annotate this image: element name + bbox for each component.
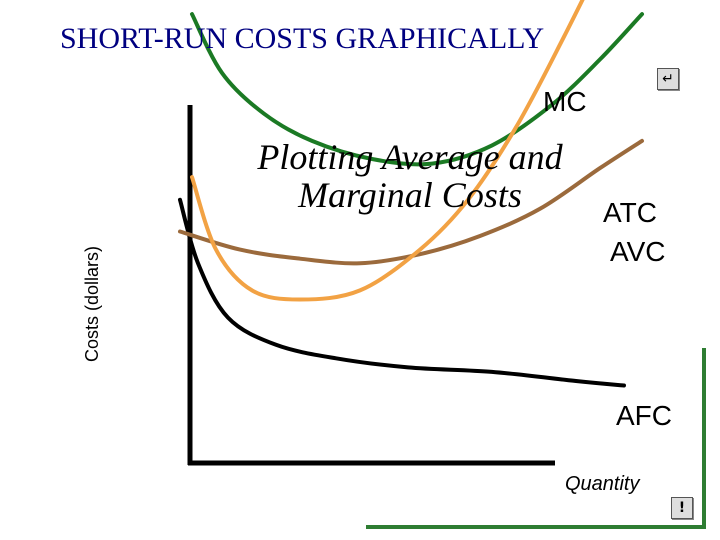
series-layer [178,0,644,388]
exclamation-icon: ! [678,500,686,516]
mc-label: MC [543,86,587,117]
avc-label: AVC [610,236,666,267]
mc-curve [190,0,585,302]
chart-heading: Plotting Average and Marginal Costs [257,137,563,215]
x-axis-label: Quantity [565,473,640,495]
return-button[interactable]: ↵ [657,68,679,90]
afc-label: AFC [616,400,672,431]
y-axis-label: Costs (dollars) [82,245,102,362]
slide-title: SHORT-RUN COSTS GRAPHICALLY [60,22,545,55]
atc-curve [190,12,644,167]
afc-curve [178,197,626,388]
return-arrow-icon: ↵ [662,71,674,87]
alert-button[interactable]: ! [671,497,693,519]
avc-curve [178,138,644,266]
atc-label: ATC [603,197,657,228]
